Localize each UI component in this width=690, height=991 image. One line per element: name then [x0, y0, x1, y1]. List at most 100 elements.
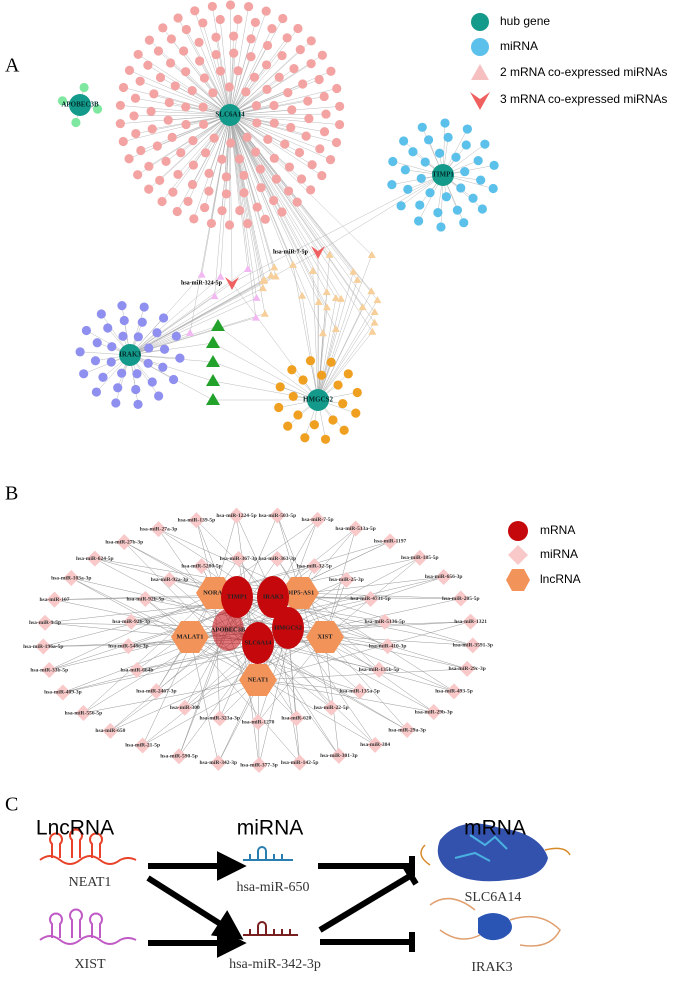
- edge: [129, 267, 275, 356]
- mirna-node: [298, 79, 308, 89]
- mirna-name: hsa-miR-342-3p: [229, 957, 321, 972]
- mirna-node: [293, 410, 303, 420]
- mirna-node: [173, 13, 183, 23]
- edge: [229, 114, 272, 276]
- mirna-node: [284, 162, 295, 172]
- mirna-node: [275, 382, 285, 392]
- mirna-node: [261, 60, 272, 70]
- mirna-node: [170, 81, 180, 91]
- mirna-node: [195, 56, 205, 66]
- mirna-label: hsa-miR-7-5p: [273, 249, 309, 255]
- co-expressed-mirna: [206, 393, 220, 405]
- co-expressed-mirna: [331, 293, 340, 301]
- mirna-node: [246, 52, 256, 62]
- mirna-node: [54, 684, 71, 701]
- mirna-node: [171, 748, 188, 765]
- mirna-node: [309, 511, 326, 528]
- edge: [317, 254, 372, 401]
- mrna-name: SLC6A14: [465, 890, 522, 905]
- mirna-node: [179, 46, 189, 56]
- edge: [71, 577, 259, 681]
- edge: [317, 328, 337, 401]
- mirna-node: [215, 14, 225, 25]
- mirna-node: [269, 550, 286, 567]
- mirna-node: [376, 613, 393, 630]
- mirna-label: hsa-miR-103a-3p: [51, 575, 91, 581]
- mirna-node: [194, 37, 204, 47]
- mirna-node: [309, 420, 320, 430]
- edge: [177, 114, 231, 175]
- co-expressed-mirna: [243, 264, 252, 272]
- edge: [158, 529, 229, 631]
- mirna-node: [234, 154, 245, 164]
- mirna-node: [416, 173, 426, 184]
- mirna-label: hsa-miR-27a-3p: [140, 526, 178, 532]
- mirna-label: hsa-miR-107: [40, 597, 70, 603]
- mirna-node: [420, 157, 430, 167]
- edge: [212, 6, 231, 116]
- mirna-node: [115, 100, 126, 111]
- legend-hub: [471, 13, 489, 31]
- mirna-node: [124, 65, 135, 75]
- edge: [229, 114, 375, 313]
- mirna-node: [461, 140, 471, 150]
- mirna-node: [137, 591, 154, 608]
- edge: [229, 114, 337, 299]
- mirna-node: [460, 166, 470, 177]
- edge: [212, 380, 319, 401]
- mirna-node: [462, 124, 472, 134]
- mirna-node: [286, 122, 296, 133]
- mirna-node: [118, 82, 129, 93]
- co-expressed-mirna: [314, 297, 323, 305]
- mirna-node: [235, 205, 245, 216]
- edge: [186, 29, 231, 116]
- edge: [229, 114, 265, 281]
- panel-c: C LncRNA miRNA mRNA NEAT1 XIST hsa-miR-650 hsa-…: [5, 794, 571, 975]
- mirna-node: [149, 89, 159, 99]
- mirna-label: hsa-miR-135a-5p: [339, 688, 379, 694]
- mirna-node: [347, 520, 364, 537]
- mirna-node: [152, 141, 162, 151]
- mirna-node: [425, 704, 442, 721]
- mirna-node: [168, 374, 179, 385]
- lncrna-label: MALAT1: [177, 633, 204, 640]
- edge: [229, 28, 299, 116]
- edge: [189, 636, 300, 763]
- mrna-name: IRAK3: [471, 960, 512, 975]
- mirna-label: hsa-miR-32-5p: [297, 563, 332, 569]
- edge: [123, 114, 231, 142]
- mirna-node: [211, 49, 221, 60]
- column-header: mRNA: [464, 817, 526, 840]
- edge: [229, 71, 332, 116]
- mirna-label: hsa-miR-300: [170, 705, 200, 711]
- edge: [124, 541, 216, 594]
- legend-mirna: [508, 545, 528, 565]
- mirna-node: [79, 369, 89, 379]
- mirna-node: [221, 172, 231, 182]
- nodes: hsa-miR-1224-5p hsa-miR-503-5p hsa-miR-7-5…: [23, 507, 493, 773]
- edge: [317, 279, 358, 401]
- edge: [129, 287, 263, 356]
- mirna-node: [144, 35, 155, 45]
- mirna-node: [282, 33, 292, 43]
- hub-label: SLC6A14: [215, 111, 245, 119]
- mirna-node: [190, 6, 200, 16]
- mirna-node: [79, 82, 89, 93]
- mirna-node: [252, 202, 262, 212]
- mirna-node: [173, 169, 183, 180]
- mirna-label: hsa-miR-548o-3p: [108, 643, 148, 649]
- edge: [324, 636, 455, 692]
- mirna-node: [187, 179, 198, 190]
- mirna-label: hsa-miR-493-5p: [435, 689, 473, 695]
- mirna-node: [37, 614, 54, 631]
- mrna-node: [212, 609, 244, 651]
- mirna-node: [221, 189, 231, 199]
- mirna-node: [280, 139, 290, 149]
- mirna-label: hsa-miR-377-3p: [240, 762, 278, 768]
- mirna-node: [166, 34, 177, 44]
- mirna-node: [119, 315, 129, 326]
- mirna-label: hsa-miR-9-5p: [29, 620, 61, 626]
- co-expressed-mirna: [260, 309, 269, 317]
- mirna-node: [35, 638, 52, 655]
- mirna-node: [331, 137, 342, 148]
